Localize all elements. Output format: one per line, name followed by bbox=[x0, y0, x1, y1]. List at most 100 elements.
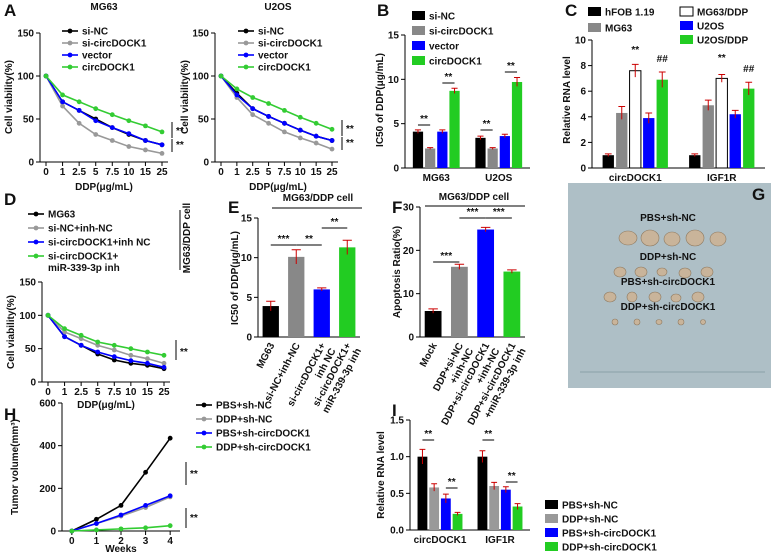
significance: ** bbox=[305, 234, 313, 245]
data-point bbox=[109, 112, 115, 118]
bar bbox=[313, 289, 330, 337]
bar bbox=[452, 513, 463, 530]
photo-label: PBS+sh-circDOCK1 bbox=[621, 277, 716, 288]
data-point bbox=[266, 120, 271, 126]
y-tick-label: 6 bbox=[580, 87, 586, 98]
chart-title: MG63/DDP cell bbox=[439, 192, 510, 203]
data-point bbox=[167, 435, 173, 441]
legend-label: circDOCK1 bbox=[429, 57, 482, 68]
x-tick-label: 25 bbox=[158, 387, 170, 398]
y-tick-label: 100 bbox=[17, 72, 34, 83]
x-tick-label: 2.5 bbox=[72, 167, 86, 178]
x-axis-label: DDP(μg/mL) bbox=[249, 182, 307, 193]
x-tick-label: 5 bbox=[93, 167, 99, 178]
legend-label: vector bbox=[258, 51, 288, 62]
legend-label: PBS+sh-circDOCK1 bbox=[562, 529, 657, 540]
x-axis-label: DDP(μg/mL) bbox=[77, 400, 135, 411]
significance: ** bbox=[448, 477, 456, 488]
bar bbox=[429, 487, 440, 530]
x-tick-label: 7.5 bbox=[277, 167, 291, 178]
y-tick-label: 150 bbox=[17, 29, 34, 40]
error-bar bbox=[514, 503, 521, 510]
data-point bbox=[282, 108, 287, 113]
legend-label: DDP+sh-circDOCK1 bbox=[216, 443, 311, 454]
y-axis-label: Cell viability(%) bbox=[180, 60, 191, 134]
y-axis-label: Relative RNA level bbox=[562, 56, 573, 144]
bar bbox=[499, 136, 510, 168]
legend-swatch bbox=[680, 21, 693, 30]
error-bar bbox=[479, 450, 486, 463]
x-axis-label: Weeks bbox=[105, 544, 137, 555]
data-point bbox=[234, 86, 240, 92]
y-axis-label: IC50 of DDP(μg/mL) bbox=[230, 231, 241, 325]
legend-label: MG63/DDP bbox=[697, 8, 748, 19]
panel-letter: C bbox=[565, 1, 577, 20]
x-tick-label: 1 bbox=[62, 387, 68, 398]
error-bar bbox=[658, 71, 666, 88]
data-point bbox=[250, 106, 256, 112]
legend-label: si-circDOCK1 bbox=[429, 27, 494, 38]
x-tick-label: 10 bbox=[125, 387, 137, 398]
x-tick-label: 10 bbox=[295, 167, 307, 178]
error-bar bbox=[266, 300, 276, 311]
data-point bbox=[145, 360, 150, 366]
significance: ** bbox=[331, 217, 339, 228]
significance: ** bbox=[424, 429, 432, 440]
significance: *** bbox=[493, 207, 505, 218]
legend-swatch bbox=[545, 514, 558, 523]
y-tick-label: 5 bbox=[246, 293, 252, 304]
data-point bbox=[111, 354, 117, 360]
x-tick-label: U2OS bbox=[485, 173, 513, 184]
error-bar bbox=[718, 74, 726, 83]
data-point bbox=[78, 336, 84, 342]
data-point bbox=[329, 146, 335, 152]
y-tick-label: 150 bbox=[192, 29, 209, 40]
legend-marker bbox=[201, 444, 207, 450]
data-point bbox=[93, 106, 99, 112]
data-point bbox=[128, 352, 134, 358]
error-bar bbox=[745, 81, 753, 96]
y-tick-label: 1.5 bbox=[390, 416, 404, 427]
data-point bbox=[250, 112, 256, 118]
error-bar bbox=[513, 77, 521, 87]
data-point bbox=[159, 142, 165, 148]
y-tick-label: 50 bbox=[23, 115, 35, 126]
x-tick-label: 25 bbox=[326, 167, 338, 178]
legend-swatch bbox=[412, 56, 425, 65]
series-line bbox=[220, 75, 333, 150]
x-tick-label: 2.5 bbox=[246, 167, 260, 178]
y-tick-label: 50 bbox=[198, 115, 210, 126]
significance: ## bbox=[743, 64, 755, 75]
bar bbox=[656, 79, 668, 168]
data-point bbox=[161, 364, 167, 370]
error-bar bbox=[427, 147, 434, 150]
y-axis-label: Relative RNA level bbox=[376, 431, 387, 519]
bar bbox=[424, 311, 442, 337]
significance: ** bbox=[508, 471, 516, 482]
data-point bbox=[76, 99, 82, 105]
data-point bbox=[126, 131, 132, 137]
data-point bbox=[282, 120, 287, 126]
significance: ** bbox=[507, 61, 515, 72]
photo-tumors bbox=[603, 229, 727, 326]
x-tick-label: 7.5 bbox=[107, 387, 121, 398]
x-tick-label: IGF1R bbox=[707, 173, 737, 184]
error-bar bbox=[507, 269, 517, 274]
y-axis-label: Apoptosis Ratio(%) bbox=[392, 226, 403, 318]
bar bbox=[437, 131, 448, 168]
error-bar bbox=[631, 63, 639, 78]
x-tick-label: 10 bbox=[123, 167, 135, 178]
x-tick-label: MG63 bbox=[255, 341, 278, 371]
y-tick-label: 2 bbox=[580, 138, 586, 149]
data-point bbox=[145, 356, 150, 362]
data-point bbox=[94, 527, 99, 533]
panel-letter: F bbox=[392, 198, 402, 217]
data-point bbox=[145, 349, 150, 355]
y-axis-label: Tumor volume(mm³) bbox=[10, 419, 21, 515]
data-point bbox=[76, 108, 82, 113]
data-point bbox=[234, 92, 240, 98]
series-line bbox=[220, 75, 333, 131]
data-point bbox=[297, 127, 303, 133]
significance: ** bbox=[346, 124, 354, 135]
